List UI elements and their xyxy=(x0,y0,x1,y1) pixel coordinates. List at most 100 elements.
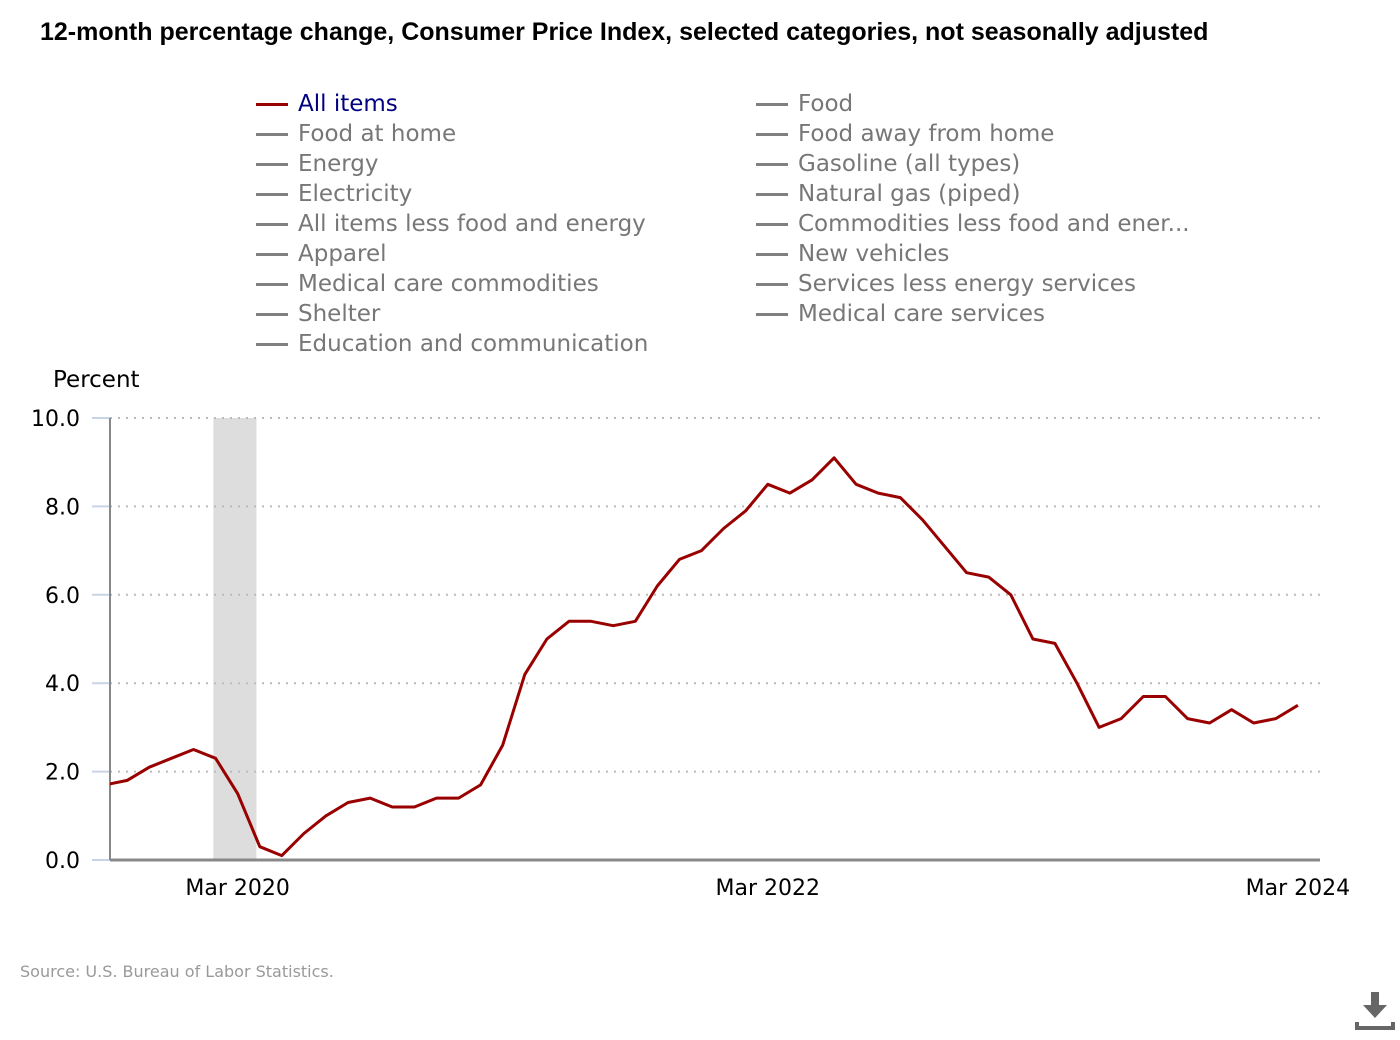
data-point[interactable] xyxy=(1075,681,1079,685)
data-point[interactable] xyxy=(1053,641,1057,645)
legend-item[interactable]: All items xyxy=(256,89,648,119)
legend-label: Food xyxy=(798,91,854,117)
legend-item[interactable]: Medical care commodities xyxy=(256,269,648,299)
data-point[interactable] xyxy=(236,792,240,796)
x-tick-label: Mar 2024 xyxy=(1246,876,1351,901)
legend-line-icon xyxy=(256,252,288,256)
legend-label: Electricity xyxy=(298,181,413,207)
legend-label: Natural gas (piped) xyxy=(798,181,1021,207)
data-point[interactable] xyxy=(191,748,195,752)
legend-item[interactable]: Natural gas (piped) xyxy=(756,179,1190,209)
y-tick-label: 0.0 xyxy=(45,849,80,874)
data-point[interactable] xyxy=(920,518,924,522)
data-point[interactable] xyxy=(633,619,637,623)
data-point[interactable] xyxy=(1141,694,1145,698)
legend-item[interactable]: Food at home xyxy=(256,119,648,149)
legend-item[interactable]: New vehicles xyxy=(756,239,1190,269)
data-point[interactable] xyxy=(1185,717,1189,721)
legend-line-icon xyxy=(256,132,288,136)
data-point[interactable] xyxy=(501,743,505,747)
data-point[interactable] xyxy=(125,778,129,782)
data-point[interactable] xyxy=(457,796,461,800)
data-point[interactable] xyxy=(545,637,549,641)
data-point[interactable] xyxy=(655,584,659,588)
legend-label: Food away from home xyxy=(798,121,1055,147)
data-point[interactable] xyxy=(987,575,991,579)
data-point[interactable] xyxy=(854,482,858,486)
data-point[interactable] xyxy=(1119,717,1123,721)
legend-item[interactable]: Electricity xyxy=(256,179,648,209)
data-point[interactable] xyxy=(324,814,328,818)
legend-line-icon xyxy=(256,102,288,106)
legend-label: Commodities less food and ener... xyxy=(798,211,1190,237)
legend-item[interactable]: Medical care services xyxy=(756,299,1190,329)
data-point[interactable] xyxy=(280,854,284,858)
legend-label: Energy xyxy=(298,151,379,177)
data-point[interactable] xyxy=(810,478,814,482)
recession-band xyxy=(213,418,257,860)
data-point[interactable] xyxy=(1252,721,1256,725)
legend-item[interactable]: Services less energy services xyxy=(756,269,1190,299)
series-line-all-items[interactable] xyxy=(105,456,1299,858)
data-point[interactable] xyxy=(1296,703,1300,707)
data-point[interactable] xyxy=(258,845,262,849)
data-point[interactable] xyxy=(1031,637,1035,641)
data-point[interactable] xyxy=(169,756,173,760)
data-point[interactable] xyxy=(766,482,770,486)
data-point[interactable] xyxy=(589,619,593,623)
legend-line-icon xyxy=(756,162,788,166)
data-point[interactable] xyxy=(567,619,571,623)
legend-label: Apparel xyxy=(298,241,387,267)
data-point[interactable] xyxy=(677,557,681,561)
data-point[interactable] xyxy=(1163,694,1167,698)
data-point[interactable] xyxy=(523,672,527,676)
data-point[interactable] xyxy=(611,624,615,628)
legend-item[interactable]: Shelter xyxy=(256,299,648,329)
data-point[interactable] xyxy=(412,805,416,809)
data-point[interactable] xyxy=(1230,708,1234,712)
data-point[interactable] xyxy=(214,756,218,760)
legend-column-left: All items Food at home Energy Electricity Al… xyxy=(256,89,648,359)
data-point[interactable] xyxy=(942,544,946,548)
data-point[interactable] xyxy=(1097,725,1101,729)
data-point[interactable] xyxy=(722,527,726,531)
legend-label: Medical care commodities xyxy=(298,271,599,297)
data-point[interactable] xyxy=(744,509,748,513)
data-point[interactable] xyxy=(1274,717,1278,721)
data-point[interactable] xyxy=(390,805,394,809)
data-point[interactable] xyxy=(700,549,704,553)
line-chart: 0.0 2.0 4.0 6.0 8.0 10.0 Percent Mar 2020 Mar 20… xyxy=(31,367,1351,901)
data-point[interactable] xyxy=(898,496,902,500)
legend-line-icon xyxy=(756,102,788,106)
data-point[interactable] xyxy=(479,783,483,787)
legend-item[interactable]: Commodities less food and ener... xyxy=(756,209,1190,239)
legend-line-icon xyxy=(256,312,288,316)
chart-title: 12-month percentage change, Consumer Pri… xyxy=(40,18,1209,46)
legend-item[interactable]: Gasoline (all types) xyxy=(756,149,1190,179)
legend-line-icon xyxy=(256,222,288,226)
data-point[interactable] xyxy=(434,796,438,800)
legend-label: All items less food and energy xyxy=(298,211,646,237)
data-point[interactable] xyxy=(368,796,372,800)
data-point[interactable] xyxy=(147,765,151,769)
legend-item[interactable]: Food away from home xyxy=(756,119,1190,149)
data-point[interactable] xyxy=(1009,593,1013,597)
legend-item[interactable]: Energy xyxy=(256,149,648,179)
data-point[interactable] xyxy=(346,801,350,805)
data-point[interactable] xyxy=(876,491,880,495)
legend-item[interactable]: Education and communication xyxy=(256,329,648,359)
data-point[interactable] xyxy=(965,571,969,575)
data-point[interactable] xyxy=(302,831,306,835)
data-point[interactable] xyxy=(788,491,792,495)
legend-line-icon xyxy=(256,162,288,166)
legend-label: Services less energy services xyxy=(798,271,1136,297)
data-point[interactable] xyxy=(1208,721,1212,725)
legend-item[interactable]: Food xyxy=(756,89,1190,119)
legend-item[interactable]: Apparel xyxy=(256,239,648,269)
legend-line-icon xyxy=(756,192,788,196)
download-button[interactable] xyxy=(1352,990,1398,1034)
source-note: Source: U.S. Bureau of Labor Statistics. xyxy=(20,962,334,981)
legend-label: Education and communication xyxy=(298,331,649,357)
data-point[interactable] xyxy=(832,456,836,460)
legend-item[interactable]: All items less food and energy xyxy=(256,209,648,239)
